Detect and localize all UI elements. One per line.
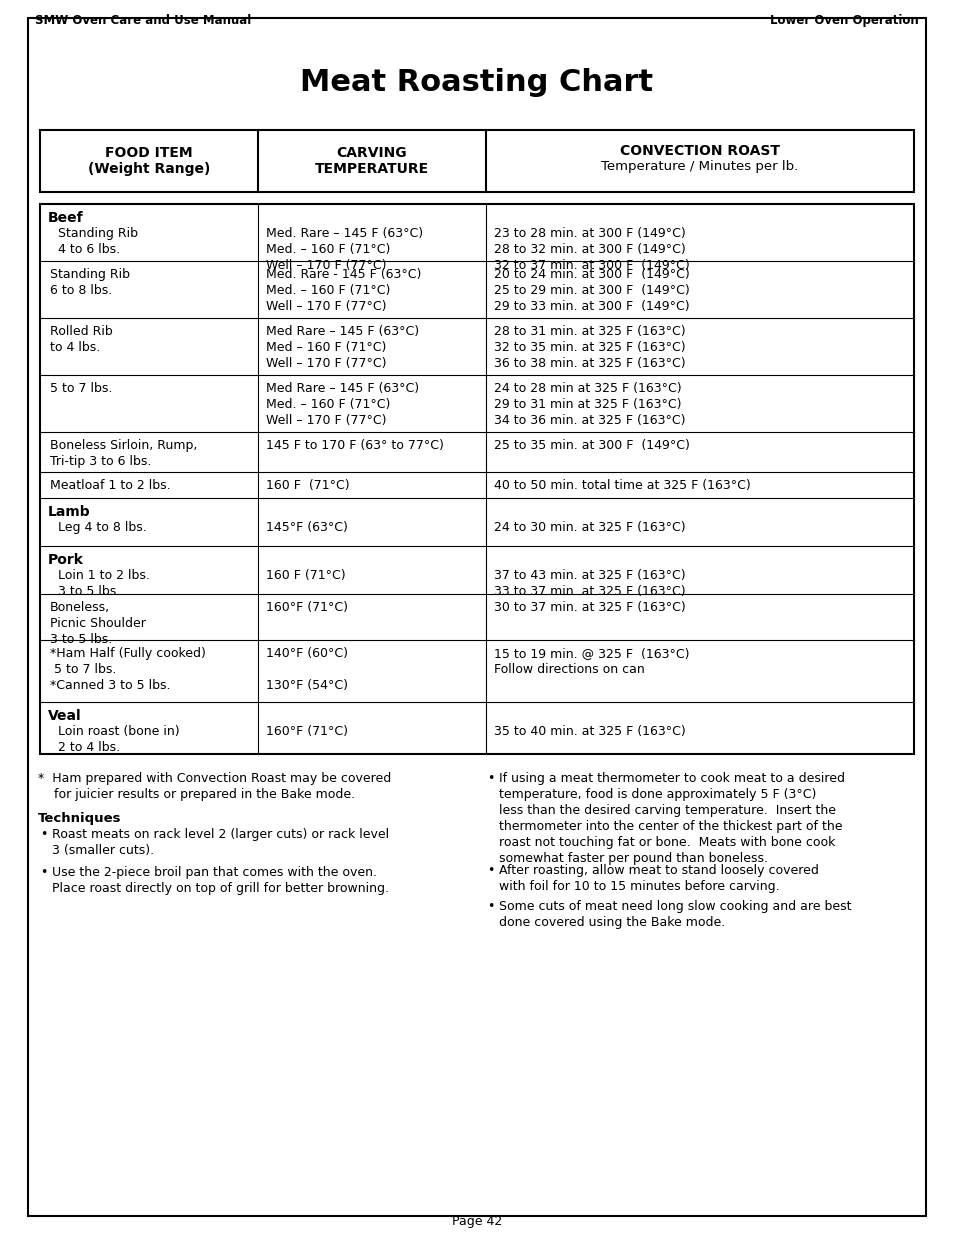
Text: •: •	[40, 827, 48, 841]
Text: Loin 1 to 2 lbs.
3 to 5 lbs.: Loin 1 to 2 lbs. 3 to 5 lbs.	[58, 569, 150, 598]
Text: 140°F (60°C)

130°F (54°C): 140°F (60°C) 130°F (54°C)	[266, 647, 348, 692]
Text: Some cuts of meat need long slow cooking and are best
done covered using the Bak: Some cuts of meat need long slow cooking…	[498, 900, 851, 929]
Text: 28 to 31 min. at 325 F (163°C)
32 to 35 min. at 325 F (163°C)
36 to 38 min. at 3: 28 to 31 min. at 325 F (163°C) 32 to 35 …	[494, 325, 685, 370]
Text: Lower Oven Operation: Lower Oven Operation	[769, 14, 918, 27]
Text: 160 F  (71°C): 160 F (71°C)	[266, 479, 349, 492]
Text: If using a meat thermometer to cook meat to a desired
temperature, food is done : If using a meat thermometer to cook meat…	[498, 772, 844, 864]
Bar	[40, 204, 913, 755]
Text: Roast meats on rack level 2 (larger cuts) or rack level
3 (smaller cuts).: Roast meats on rack level 2 (larger cuts…	[52, 827, 389, 857]
Text: 15 to 19 min. @ 325 F  (163°C)
Follow directions on can: 15 to 19 min. @ 325 F (163°C) Follow dir…	[494, 647, 689, 676]
Text: Loin roast (bone in)
2 to 4 lbs.: Loin roast (bone in) 2 to 4 lbs.	[58, 725, 179, 755]
Text: 24 to 28 min at 325 F (163°C)
29 to 31 min at 325 F (163°C)
34 to 36 min. at 325: 24 to 28 min at 325 F (163°C) 29 to 31 m…	[494, 382, 685, 427]
Text: 145 F to 170 F (63° to 77°C): 145 F to 170 F (63° to 77°C)	[266, 438, 443, 452]
Text: •: •	[486, 900, 494, 913]
Text: SMW Oven Care and Use Manual: SMW Oven Care and Use Manual	[35, 14, 251, 27]
Text: 160°F (71°C): 160°F (71°C)	[266, 725, 348, 739]
Text: Med. Rare - 145 F (63°C)
Med. – 160 F (71°C)
Well – 170 F (77°C): Med. Rare - 145 F (63°C) Med. – 160 F (7…	[266, 268, 421, 312]
Text: •: •	[486, 772, 494, 785]
Text: CONVECTION ROAST: CONVECTION ROAST	[619, 144, 780, 158]
Text: Meat Roasting Chart: Meat Roasting Chart	[300, 68, 653, 98]
Text: Med. Rare – 145 F (63°C)
Med. – 160 F (71°C)
Well – 170 F (77°C): Med. Rare – 145 F (63°C) Med. – 160 F (7…	[266, 227, 423, 272]
Text: Lamb: Lamb	[48, 505, 91, 519]
Text: 37 to 43 min. at 325 F (163°C)
33 to 37 min. at 325 F (163°C): 37 to 43 min. at 325 F (163°C) 33 to 37 …	[494, 569, 685, 598]
Text: Temperature / Minutes per lb.: Temperature / Minutes per lb.	[600, 161, 798, 173]
Text: 20 to 24 min. at 300 F  (149°C)
25 to 29 min. at 300 F  (149°C)
29 to 33 min. at: 20 to 24 min. at 300 F (149°C) 25 to 29 …	[494, 268, 689, 312]
Text: Techniques: Techniques	[38, 811, 121, 825]
Text: •: •	[486, 864, 494, 877]
Text: 35 to 40 min. at 325 F (163°C): 35 to 40 min. at 325 F (163°C)	[494, 725, 685, 739]
Text: Beef: Beef	[48, 211, 84, 225]
Text: FOOD ITEM: FOOD ITEM	[105, 146, 193, 161]
Text: Boneless,
Picnic Shoulder
3 to 5 lbs.: Boneless, Picnic Shoulder 3 to 5 lbs.	[50, 601, 146, 646]
Text: 25 to 35 min. at 300 F  (149°C): 25 to 35 min. at 300 F (149°C)	[494, 438, 689, 452]
Text: Use the 2-piece broil pan that comes with the oven.
Place roast directly on top : Use the 2-piece broil pan that comes wit…	[52, 866, 389, 895]
Text: 24 to 30 min. at 325 F (163°C): 24 to 30 min. at 325 F (163°C)	[494, 521, 685, 534]
Text: *  Ham prepared with Convection Roast may be covered
    for juicier results or : * Ham prepared with Convection Roast may…	[38, 772, 391, 802]
Text: Veal: Veal	[48, 709, 82, 722]
Text: 30 to 37 min. at 325 F (163°C): 30 to 37 min. at 325 F (163°C)	[494, 601, 685, 614]
Text: 160 F (71°C): 160 F (71°C)	[266, 569, 345, 582]
Text: *Ham Half (Fully cooked)
 5 to 7 lbs.
*Canned 3 to 5 lbs.: *Ham Half (Fully cooked) 5 to 7 lbs. *Ca…	[50, 647, 206, 692]
Text: 40 to 50 min. total time at 325 F (163°C): 40 to 50 min. total time at 325 F (163°C…	[494, 479, 750, 492]
Text: (Weight Range): (Weight Range)	[88, 162, 210, 177]
Text: 5 to 7 lbs.: 5 to 7 lbs.	[50, 382, 112, 395]
Text: •: •	[40, 866, 48, 879]
Text: Meatloaf 1 to 2 lbs.: Meatloaf 1 to 2 lbs.	[50, 479, 171, 492]
Text: TEMPERATURE: TEMPERATURE	[314, 162, 429, 177]
Bar	[40, 130, 913, 191]
Text: Pork: Pork	[48, 553, 84, 567]
Text: Med Rare – 145 F (63°C)
Med – 160 F (71°C)
Well – 170 F (77°C): Med Rare – 145 F (63°C) Med – 160 F (71°…	[266, 325, 418, 370]
Text: 145°F (63°C): 145°F (63°C)	[266, 521, 348, 534]
Text: After roasting, allow meat to stand loosely covered
with foil for 10 to 15 minut: After roasting, allow meat to stand loos…	[498, 864, 818, 893]
Text: Standing Rib
4 to 6 lbs.: Standing Rib 4 to 6 lbs.	[58, 227, 138, 256]
Text: Boneless Sirloin, Rump,
Tri-tip 3 to 6 lbs.: Boneless Sirloin, Rump, Tri-tip 3 to 6 l…	[50, 438, 197, 468]
Text: Leg 4 to 8 lbs.: Leg 4 to 8 lbs.	[58, 521, 147, 534]
Text: Standing Rib
6 to 8 lbs.: Standing Rib 6 to 8 lbs.	[50, 268, 130, 296]
Text: Page 42: Page 42	[452, 1215, 501, 1228]
Text: 23 to 28 min. at 300 F (149°C)
28 to 32 min. at 300 F (149°C)
32 to 37 min. at 3: 23 to 28 min. at 300 F (149°C) 28 to 32 …	[494, 227, 689, 272]
Text: 160°F (71°C): 160°F (71°C)	[266, 601, 348, 614]
Text: CARVING: CARVING	[336, 146, 407, 161]
Text: Med Rare – 145 F (63°C)
Med. – 160 F (71°C)
Well – 170 F (77°C): Med Rare – 145 F (63°C) Med. – 160 F (71…	[266, 382, 418, 427]
Text: Rolled Rib
to 4 lbs.: Rolled Rib to 4 lbs.	[50, 325, 112, 354]
